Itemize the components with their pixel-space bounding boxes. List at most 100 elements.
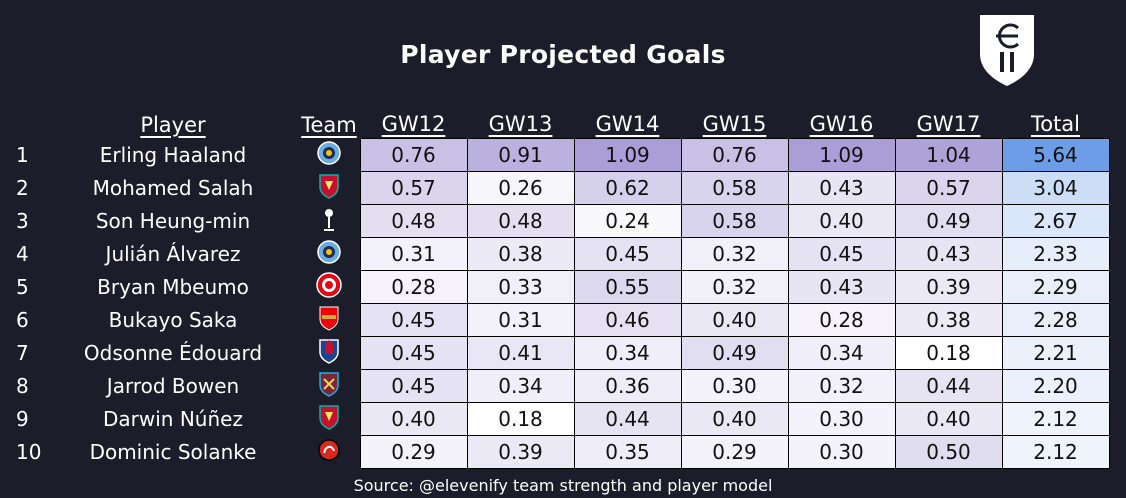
team-cell <box>298 139 360 172</box>
gw13-value-cell: 0.41 <box>466 336 575 370</box>
gw14-value-cell: 0.36 <box>573 369 682 403</box>
gw16-value-cell: 0.40 <box>787 204 896 238</box>
gw17-value-cell: 0.49 <box>894 204 1003 238</box>
team-cell <box>298 403 360 436</box>
player-name-cell: Darwin Núñez <box>103 407 243 431</box>
liverpool-crest-icon <box>318 404 340 435</box>
gw12-value-cell: 0.28 <box>359 270 468 304</box>
arsenal-crest-icon <box>318 305 340 336</box>
gw14-header[interactable]: GW14 <box>595 112 660 136</box>
total-value-cell: 2.29 <box>1001 270 1110 304</box>
rank-cell: 8 <box>16 374 29 398</box>
gw16-value-cell: 0.43 <box>787 171 896 205</box>
table-row: 10 Dominic Solanke 0.29 0.39 0.35 0.29 0.30 0.5… <box>0 435 1110 469</box>
gw14-value-cell: 1.09 <box>573 138 682 172</box>
total-value-cell: 2.33 <box>1001 237 1110 271</box>
team-cell <box>298 370 360 403</box>
gw16-value-cell: 0.30 <box>787 402 896 436</box>
team-cell <box>298 304 360 337</box>
player-name-cell: Jarrod Bowen <box>106 374 240 398</box>
gw15-value-cell: 0.49 <box>680 336 789 370</box>
tottenham-crest-icon <box>319 206 339 237</box>
gw14-value-cell: 0.45 <box>573 237 682 271</box>
gw17-value-cell: 0.44 <box>894 369 1003 403</box>
rank-header <box>0 100 48 139</box>
gw17-value-cell: 0.39 <box>894 270 1003 304</box>
gw13-header[interactable]: GW13 <box>488 112 553 136</box>
player-name-cell: Odsonne Édouard <box>83 341 263 365</box>
gw12-value-cell: 0.48 <box>359 204 468 238</box>
chart-title: Player Projected Goals <box>400 40 726 69</box>
gw12-value-cell: 0.45 <box>359 336 468 370</box>
table-row: 4 Julián Álvarez 0.31 0.38 0.45 0.32 0.45 0.43 2… <box>0 237 1110 271</box>
gw14-value-cell: 0.62 <box>573 171 682 205</box>
team-cell <box>298 238 360 271</box>
gw13-value-cell: 0.38 <box>466 237 575 271</box>
rank-cell: 10 <box>16 440 42 464</box>
rank-cell: 2 <box>16 176 29 200</box>
gw13-value-cell: 0.39 <box>466 435 575 469</box>
gw12-value-cell: 0.45 <box>359 369 468 403</box>
gw13-value-cell: 0.33 <box>466 270 575 304</box>
gw15-value-cell: 0.40 <box>680 402 789 436</box>
gw13-value-cell: 0.34 <box>466 369 575 403</box>
gw16-value-cell: 0.28 <box>787 303 896 337</box>
gw15-value-cell: 0.58 <box>680 204 789 238</box>
rank-cell: 4 <box>16 242 29 266</box>
team-cell <box>298 436 360 469</box>
table-row: 2 Mohamed Salah 0.57 0.26 0.62 0.58 0.43 0.57 3.… <box>0 171 1110 205</box>
gw12-value-cell: 0.76 <box>359 138 468 172</box>
elevenify-logo-icon <box>980 15 1034 86</box>
gw17-value-cell: 0.38 <box>894 303 1003 337</box>
rank-cell: 5 <box>16 275 29 299</box>
rank-cell: 6 <box>16 308 29 332</box>
gw15-value-cell: 0.58 <box>680 171 789 205</box>
gw17-header[interactable]: GW17 <box>916 112 981 136</box>
gw17-value-cell: 0.40 <box>894 402 1003 436</box>
total-header[interactable]: Total <box>1030 112 1081 136</box>
gw14-value-cell: 0.46 <box>573 303 682 337</box>
rank-cell: 3 <box>16 209 29 233</box>
total-value-cell: 2.67 <box>1001 204 1110 238</box>
player-name-cell: Bukayo Saka <box>108 308 238 332</box>
team-header[interactable]: Team <box>301 112 357 137</box>
total-value-cell: 2.21 <box>1001 336 1110 370</box>
team-cell <box>298 172 360 205</box>
team-cell <box>298 337 360 370</box>
team-cell <box>298 205 360 238</box>
gw15-value-cell: 0.30 <box>680 369 789 403</box>
gw15-value-cell: 0.76 <box>680 138 789 172</box>
manchester-city-crest-icon <box>317 239 341 269</box>
gw15-header[interactable]: GW15 <box>702 112 767 136</box>
gw16-value-cell: 0.32 <box>787 369 896 403</box>
table-row: 8 Jarrod Bowen 0.45 0.34 0.36 0.30 0.32 0.44 2.2… <box>0 369 1110 403</box>
gw13-value-cell: 0.31 <box>466 303 575 337</box>
player-name-cell: Son Heung-min <box>95 209 251 233</box>
bournemouth-crest-icon <box>318 437 340 468</box>
total-value-cell: 2.12 <box>1001 435 1110 469</box>
gw15-value-cell: 0.40 <box>680 303 789 337</box>
player-name-cell: Bryan Mbeumo <box>97 275 249 299</box>
gw12-value-cell: 0.29 <box>359 435 468 469</box>
table-row: 6 Bukayo Saka 0.45 0.31 0.46 0.40 0.28 0.38 2.28 <box>0 303 1110 337</box>
player-name-cell: Mohamed Salah <box>92 176 254 200</box>
player-name-cell: Julián Álvarez <box>105 242 241 266</box>
table-row: 5 Bryan Mbeumo 0.28 0.33 0.55 0.32 0.43 0.39 2.2… <box>0 270 1110 304</box>
table-row: 9 Darwin Núñez 0.40 0.18 0.44 0.40 0.30 0.40 2.1… <box>0 402 1110 436</box>
brentford-crest-icon <box>316 271 342 303</box>
player-header[interactable]: Player <box>140 112 206 137</box>
liverpool-crest-icon <box>318 173 340 204</box>
gw14-value-cell: 0.44 <box>573 402 682 436</box>
gw17-value-cell: 0.43 <box>894 237 1003 271</box>
source-note: Source: @elevenify team strength and pla… <box>353 476 773 495</box>
gw13-value-cell: 0.18 <box>466 402 575 436</box>
gw12-header[interactable]: GW12 <box>381 112 446 136</box>
gw14-value-cell: 0.34 <box>573 336 682 370</box>
gw14-value-cell: 0.55 <box>573 270 682 304</box>
gw16-header[interactable]: GW16 <box>809 112 874 136</box>
gw12-value-cell: 0.45 <box>359 303 468 337</box>
gw13-value-cell: 0.48 <box>466 204 575 238</box>
rank-cell: 7 <box>16 341 29 365</box>
gw14-value-cell: 0.24 <box>573 204 682 238</box>
table-row: 3 Son Heung-min 0.48 0.48 0.24 0.58 0.40 0.49 2.… <box>0 204 1110 238</box>
